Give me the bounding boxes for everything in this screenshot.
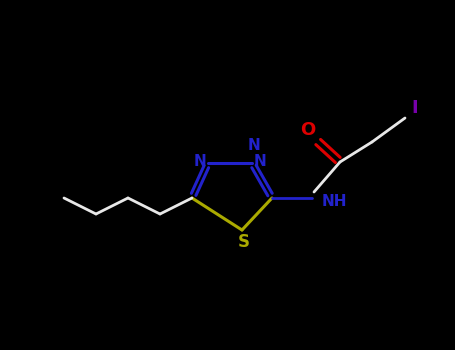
Text: N: N xyxy=(194,154,207,168)
Text: S: S xyxy=(238,233,250,251)
Text: I: I xyxy=(412,99,418,117)
Text: O: O xyxy=(300,121,316,139)
Text: N: N xyxy=(248,138,260,153)
Text: N: N xyxy=(253,154,266,168)
Text: NH: NH xyxy=(322,195,348,210)
